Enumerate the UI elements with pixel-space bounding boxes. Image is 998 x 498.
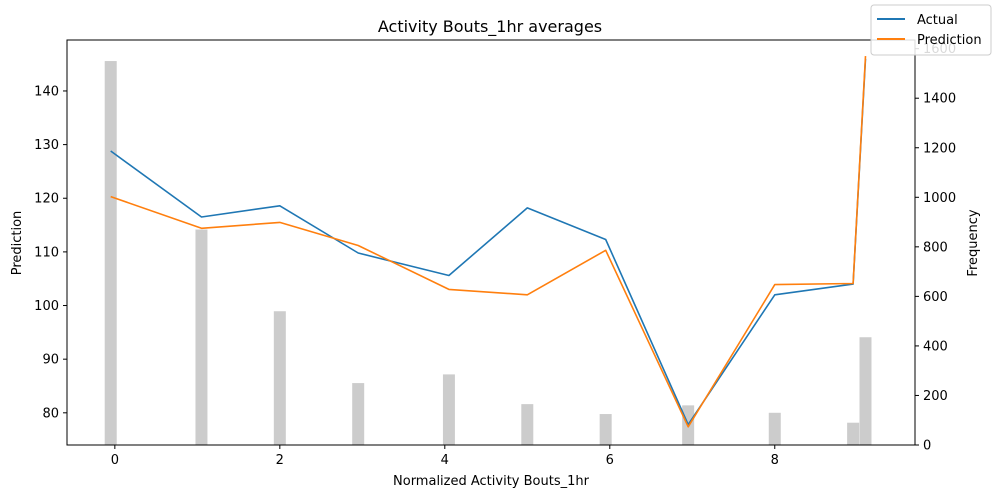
series-line-prediction xyxy=(110,56,867,428)
histogram-bar xyxy=(859,337,872,445)
y2-tick-label: 1200 xyxy=(923,141,956,156)
y2-axis-label: Frequency xyxy=(966,209,981,276)
y-axis-label: Prediction xyxy=(10,211,25,276)
histogram-bar xyxy=(847,422,860,445)
legend-label-prediction: Prediction xyxy=(917,33,982,48)
x-tick-label: 0 xyxy=(111,453,119,468)
y-tick-label: 90 xyxy=(42,353,59,368)
legend-box xyxy=(870,4,992,56)
histogram-bar xyxy=(521,404,534,445)
series-lines xyxy=(110,56,867,428)
histogram-bars xyxy=(104,61,872,445)
x-tick-label: 2 xyxy=(276,453,284,468)
y2-tick-label: 1400 xyxy=(923,92,956,107)
histogram-bar xyxy=(599,414,612,445)
y-axis-left: 80 90 100 110 120 130 140 xyxy=(34,84,67,421)
y2-tick-label: 600 xyxy=(923,290,948,305)
y-tick-label: 120 xyxy=(34,192,59,207)
histogram-bar xyxy=(104,61,117,445)
y2-tick-label: 400 xyxy=(923,339,948,354)
histogram-bar xyxy=(195,229,208,445)
plot-frame xyxy=(66,39,916,446)
legend-label-actual: Actual xyxy=(917,13,958,28)
y-tick-label: 110 xyxy=(34,245,59,260)
histogram-bar xyxy=(352,383,365,445)
y-tick-label: 100 xyxy=(34,299,59,314)
chart-title: Activity Bouts_1hr averages xyxy=(378,17,602,37)
y-tick-label: 80 xyxy=(42,406,59,421)
x-tick-label: 8 xyxy=(771,453,779,468)
y2-tick-label: 1000 xyxy=(923,191,956,206)
x-tick-label: 4 xyxy=(441,453,449,468)
x-tick-label: 6 xyxy=(606,453,614,468)
y2-tick-label: 200 xyxy=(923,389,948,404)
y-tick-label: 140 xyxy=(34,84,59,99)
x-axis-label: Normalized Activity Bouts_1hr xyxy=(393,474,590,489)
histogram-bar xyxy=(768,412,781,445)
y-tick-label: 130 xyxy=(34,138,59,153)
x-axis: 0 2 4 6 8 xyxy=(111,445,779,468)
legend: Actual Prediction xyxy=(870,4,992,56)
histogram-bar xyxy=(273,311,286,445)
y2-tick-label: 0 xyxy=(923,439,931,454)
histogram-bar xyxy=(442,374,455,445)
series-line-actual xyxy=(110,58,867,426)
y2-tick-label: 800 xyxy=(923,240,948,255)
